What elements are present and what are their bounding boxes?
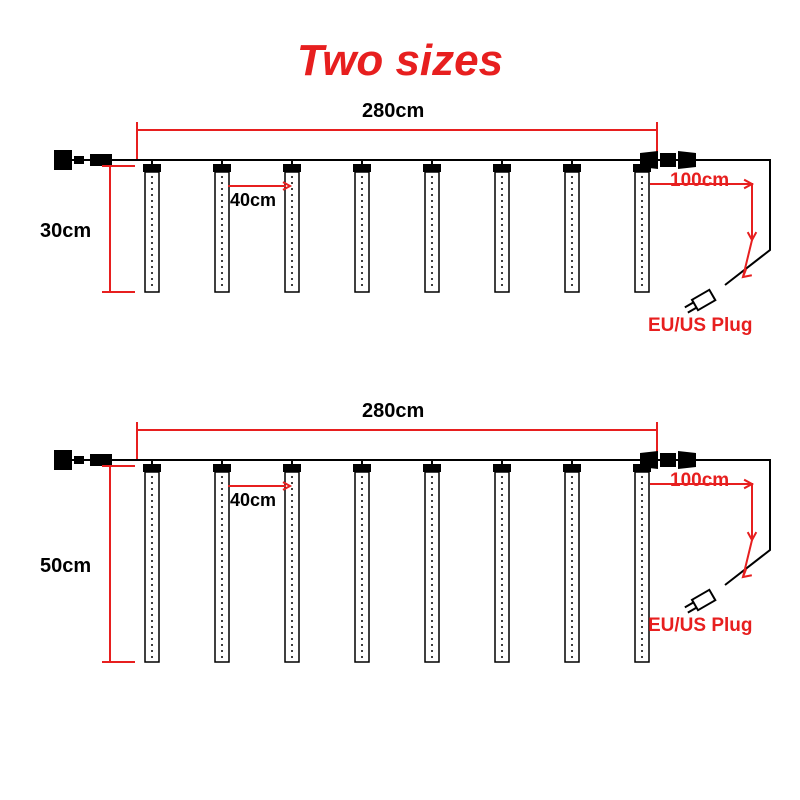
page-title: Two sizes	[0, 36, 800, 86]
height-label: 50cm	[40, 555, 91, 578]
size-diagram-0: 280cm 40cm 30cm 100cm EU/US Plug	[0, 100, 800, 400]
spacing-label: 40cm	[230, 490, 276, 511]
height-label: 30cm	[40, 220, 91, 243]
size-diagram-1: 280cm 40cm 50cm 100cm EU/US Plug	[0, 400, 800, 770]
width-label: 280cm	[362, 400, 424, 423]
cable-label: 100cm	[670, 170, 729, 192]
plug-label: EU/US Plug	[648, 315, 753, 337]
plug-label: EU/US Plug	[648, 615, 753, 637]
spacing-label: 40cm	[230, 190, 276, 211]
width-label: 280cm	[362, 100, 424, 123]
cable-label: 100cm	[670, 470, 729, 492]
